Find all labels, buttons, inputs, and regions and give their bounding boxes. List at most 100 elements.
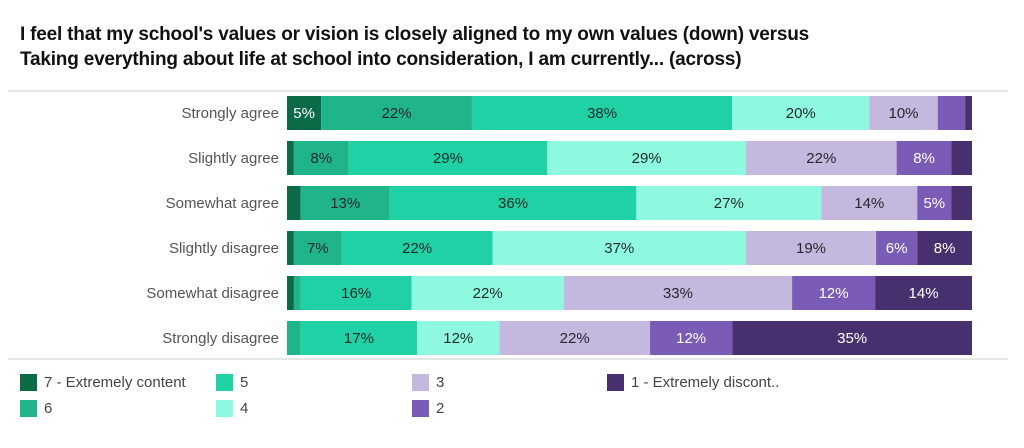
data-label-slightly-agree-2: 8%	[913, 150, 935, 167]
legend-label-2: 2	[436, 400, 445, 417]
data-label-strongly-agree-3: 10%	[888, 105, 918, 122]
bar-segment-somewhat-disagree-1-extremely-discont	[875, 276, 972, 310]
bar-segment-strongly-disagree-2	[650, 321, 733, 355]
bar-segment-strongly-agree-2	[937, 96, 966, 130]
legend-label-6: 6	[44, 400, 53, 417]
data-label-strongly-agree-6: 22%	[382, 105, 412, 122]
data-label-somewhat-agree-6: 13%	[330, 195, 360, 212]
bar-segment-strongly-agree-7-extremely-content	[287, 96, 322, 130]
category-labels: Strongly agree Slightly agree Somewhat agr…	[146, 105, 279, 347]
bar-segment-somewhat-agree-2	[917, 186, 952, 220]
bar-segment-strongly-disagree-1-extremely-discont	[732, 321, 972, 355]
bar-segment-somewhat-disagree-2	[792, 276, 876, 310]
data-label-slightly-agree-5: 29%	[433, 150, 463, 167]
legend-item-2: 2	[412, 400, 444, 417]
category-label-slightly-disagree: Slightly disagree	[169, 240, 279, 257]
legend-label-3: 3	[436, 374, 445, 391]
category-label-strongly-disagree: Strongly disagree	[162, 330, 279, 347]
data-label-somewhat-agree-5: 36%	[498, 195, 528, 212]
data-label-strongly-disagree-1-extremely-discont: 35%	[837, 330, 867, 347]
bar-segment-slightly-agree-2	[896, 141, 952, 175]
bar-segment-strongly-disagree-4	[417, 321, 500, 355]
data-label-strongly-disagree-5: 17%	[344, 330, 374, 347]
data-label-slightly-agree-4: 29%	[632, 150, 662, 167]
bar-segment-slightly-agree-5	[348, 141, 548, 175]
bar-segment-slightly-agree-4	[547, 141, 746, 175]
legend-item-1: 1 - Extremely discont..	[607, 374, 779, 391]
bar-segment-slightly-agree-6	[293, 141, 349, 175]
data-label-strongly-agree-7-extremely-content: 5%	[293, 105, 315, 122]
bar-segment-strongly-disagree-5	[300, 321, 418, 355]
bar-segment-slightly-agree-1-extremely-discont	[951, 141, 972, 175]
legend-swatch-7	[20, 374, 37, 391]
bar-segment-strongly-agree-3	[869, 96, 938, 130]
bar-segment-slightly-disagree-3	[745, 231, 877, 265]
bar-segment-strongly-agree-6	[321, 96, 472, 130]
data-label-somewhat-agree-4: 27%	[714, 195, 744, 212]
legend-item-7: 7 - Extremely content	[20, 374, 186, 391]
bar-segment-somewhat-agree-1-extremely-discont	[951, 186, 972, 220]
bar-segment-strongly-agree-4	[732, 96, 870, 130]
legend-swatch-6	[20, 400, 37, 417]
bar-segment-somewhat-disagree-6	[293, 276, 301, 310]
legend-label-7: 7 - Extremely content	[44, 374, 186, 391]
legend-swatch-2	[412, 400, 429, 417]
bar-segment-somewhat-disagree-4	[411, 276, 564, 310]
data-label-slightly-disagree-5: 22%	[402, 240, 432, 257]
data-label-slightly-disagree-2: 6%	[886, 240, 908, 257]
legend-swatch-5	[216, 374, 233, 391]
bar-segment-slightly-agree-3	[745, 141, 897, 175]
legend-item-5: 5	[216, 374, 248, 391]
legend-item-6: 6	[20, 400, 52, 417]
data-label-slightly-agree-3: 22%	[806, 150, 836, 167]
data-label-somewhat-agree-2: 5%	[923, 195, 945, 212]
bar-segment-slightly-disagree-5	[341, 231, 493, 265]
data-label-somewhat-disagree-3: 33%	[663, 285, 693, 302]
data-label-strongly-agree-5: 38%	[587, 105, 617, 122]
data-label-strongly-disagree-2: 12%	[676, 330, 706, 347]
bar-segment-slightly-disagree-7-extremely-content	[287, 231, 294, 265]
legend-item-3: 3	[412, 374, 444, 391]
bar-segment-strongly-disagree-6	[287, 321, 301, 355]
bar-segment-somewhat-agree-4	[636, 186, 822, 220]
legend-label-4: 4	[240, 400, 249, 417]
bar-segment-slightly-disagree-4	[492, 231, 746, 265]
bar-segment-somewhat-agree-5	[389, 186, 637, 220]
legend-swatch-4	[216, 400, 233, 417]
bar-segment-strongly-disagree-3	[499, 321, 651, 355]
category-label-strongly-agree: Strongly agree	[181, 105, 279, 122]
legend-swatch-1	[607, 374, 624, 391]
bar-segment-slightly-disagree-1-extremely-discont	[917, 231, 972, 265]
data-label-slightly-agree-6: 8%	[310, 150, 332, 167]
bar-segment-somewhat-disagree-5	[300, 276, 412, 310]
data-label-slightly-disagree-3: 19%	[796, 240, 826, 257]
bar-segment-somewhat-disagree-7-extremely-content	[287, 276, 294, 310]
legend-label-5: 5	[240, 374, 249, 391]
data-label-slightly-disagree-6: 7%	[307, 240, 329, 257]
data-label-somewhat-disagree-1-extremely-discont: 14%	[909, 285, 939, 302]
data-label-slightly-disagree-1-extremely-discont: 8%	[934, 240, 956, 257]
bar-segment-slightly-disagree-6	[293, 231, 342, 265]
chart-title-line-2: Taking everything about life at school i…	[20, 49, 742, 70]
bar-segment-somewhat-agree-7-extremely-content	[287, 186, 301, 220]
bar-segment-strongly-agree-1-extremely-discont	[965, 96, 972, 130]
data-label-somewhat-disagree-2: 12%	[819, 285, 849, 302]
data-label-strongly-disagree-4: 12%	[443, 330, 473, 347]
chart-title-line-1: I feel that my school's values or vision…	[20, 24, 809, 45]
bar-segment-somewhat-agree-3	[821, 186, 918, 220]
legend-item-4: 4	[216, 400, 248, 417]
bar-segment-somewhat-disagree-3	[563, 276, 793, 310]
bar-segment-somewhat-agree-6	[300, 186, 390, 220]
chart-title: I feel that my school's values or vision…	[20, 22, 1000, 72]
data-label-somewhat-disagree-5: 16%	[341, 285, 371, 302]
legend: 7 - Extremely content 6 5 4 3 2 1 - Extr…	[0, 372, 1024, 432]
bars-group: 5% 22% 38% 20% 10% 8% 29% 29% 22% 8% 13% 36% 27% 14% 5…	[287, 96, 972, 355]
bar-segment-slightly-agree-7-extremely-content	[287, 141, 294, 175]
category-label-somewhat-agree: Somewhat agree	[166, 195, 279, 212]
legend-swatch-3	[412, 374, 429, 391]
data-label-strongly-disagree-3: 22%	[560, 330, 590, 347]
data-label-slightly-disagree-4: 37%	[604, 240, 634, 257]
category-label-somewhat-disagree: Somewhat disagree	[146, 285, 279, 302]
bar-segment-strongly-agree-5	[471, 96, 733, 130]
